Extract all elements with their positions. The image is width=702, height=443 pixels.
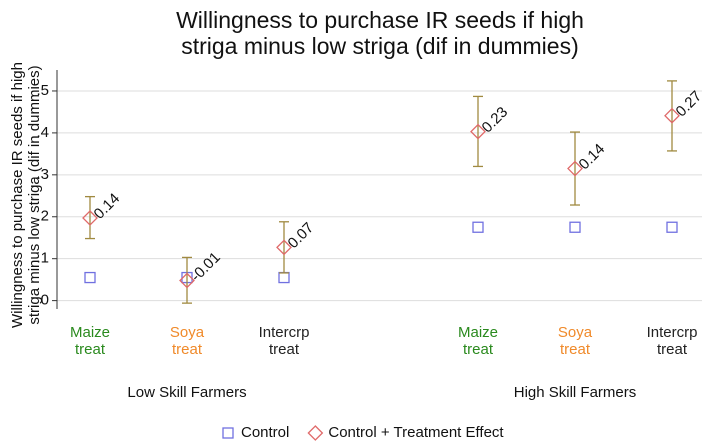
point (84, 271, 96, 284)
data-label: 0.14 (91, 190, 124, 223)
legend-marker (307, 425, 324, 441)
legend-marker (222, 427, 234, 439)
point (666, 221, 678, 233)
x-tick-label: Intercrp (259, 324, 310, 341)
x-tick-label: Maize (458, 324, 498, 341)
chart-title: striga minus low striga (dif in dummies) (181, 33, 579, 59)
group-label: High Skill Farmers (514, 384, 637, 401)
x-tick-label: Maize (70, 324, 110, 341)
chart-title: Willingness to purchase IR seeds if high (176, 7, 584, 33)
point (278, 271, 290, 284)
point (470, 123, 486, 140)
x-tick-label: treat (269, 341, 300, 358)
data-label: 0.23 (479, 104, 512, 137)
x-tick-label: treat (75, 341, 106, 358)
x-tick-label: Intercrp (647, 324, 698, 341)
x-tick-label: treat (172, 341, 203, 358)
legend-label: Control + Treatment Effect (328, 424, 504, 441)
y-axis-title: striga minus low striga (dif in dummies) (26, 65, 43, 324)
y-tick-label: .2 (36, 208, 49, 225)
point (567, 160, 583, 177)
y-tick-label: .3 (36, 166, 49, 183)
point (179, 272, 195, 289)
y-tick-label: .4 (36, 124, 49, 141)
point (276, 239, 292, 256)
data-label: -0.01 (188, 249, 224, 285)
data-label: 0.27 (673, 88, 702, 121)
x-tick-label: treat (463, 341, 494, 358)
y-tick-label: .5 (36, 82, 49, 99)
point (472, 221, 484, 233)
group-label: Low Skill Farmers (127, 384, 246, 401)
point (664, 107, 680, 124)
x-tick-label: Soya (170, 324, 205, 341)
legend-label: Control (241, 424, 289, 441)
x-tick-label: Soya (558, 324, 593, 341)
data-label: 0.14 (576, 140, 609, 173)
x-tick-label: treat (560, 341, 591, 358)
point (569, 221, 581, 233)
point (82, 210, 98, 226)
y-tick-label: .1 (36, 250, 49, 267)
y-axis-title: Willingness to purchase IR seeds if high (9, 62, 26, 328)
x-tick-label: treat (657, 341, 688, 358)
data-label: 0.07 (285, 219, 318, 252)
y-tick-label: 0 (41, 292, 49, 309)
